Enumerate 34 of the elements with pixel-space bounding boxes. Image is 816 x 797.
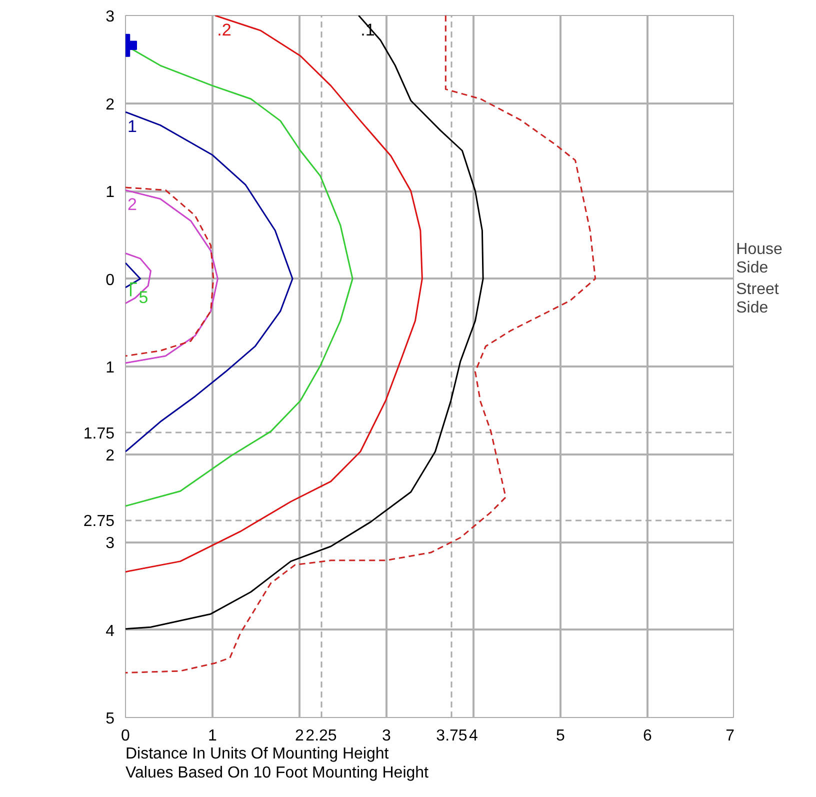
x-tick-label: 4 — [469, 728, 478, 744]
line-series — [126, 16, 423, 573]
y-tick-label: 4 — [106, 622, 115, 640]
line-series — [126, 111, 294, 452]
y-tick-label: 5 — [106, 710, 115, 728]
x-tick-label: 5 — [556, 728, 566, 744]
x-tick-label: 1 — [208, 728, 218, 744]
series-label: .2 — [217, 20, 232, 40]
x-axis-title: Distance In Units Of Mounting Height — [126, 746, 390, 762]
text: House Side — [736, 241, 782, 277]
y-tick-label: 2 — [106, 96, 115, 114]
x-tick-label: 6 — [643, 728, 652, 744]
y-tick-label: 3 — [106, 8, 115, 26]
y-tick-label: 1.75 — [83, 425, 115, 442]
y-tick-label: 2.75 — [83, 513, 115, 530]
y-tick-label: 3 — [106, 535, 115, 552]
x-tick-label: 7 — [726, 728, 735, 744]
text: Values Based On 10 Foot Mounting Height — [126, 764, 430, 782]
series-label: 5 — [138, 288, 148, 308]
text: Street Side — [736, 280, 780, 316]
x-tick-label: 2 — [295, 728, 304, 744]
y-tick-label: 2 — [106, 447, 115, 464]
y-tick-label: 1 — [106, 360, 115, 376]
line-series — [126, 16, 596, 674]
x-tick-label: 3 — [382, 728, 392, 744]
y-tick-label: 1 — [106, 184, 115, 201]
x-tick-label: 2.25 — [306, 728, 337, 744]
line-series — [126, 16, 484, 630]
line-series — [126, 252, 152, 304]
series-label: 2 — [128, 195, 137, 214]
x-tick-label: 3.75 — [436, 728, 468, 744]
x-tick-label: 0 — [121, 728, 130, 744]
series-label: 1 — [128, 117, 137, 136]
y-tick-label: 0 — [106, 272, 115, 289]
